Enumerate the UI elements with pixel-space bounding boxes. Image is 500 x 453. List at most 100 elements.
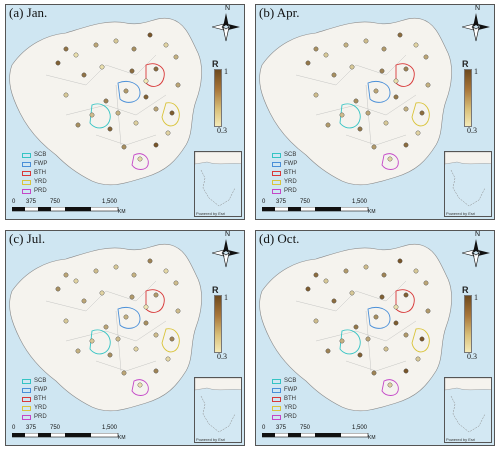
north-label: N — [224, 231, 230, 238]
bth-outline — [145, 63, 165, 87]
station-point — [305, 60, 311, 66]
station-point — [163, 42, 169, 48]
legend-swatch — [272, 379, 281, 384]
legend-label: FWP — [34, 387, 48, 393]
station-point — [147, 258, 153, 264]
legend-swatch — [272, 171, 281, 176]
yrd-outline — [161, 102, 180, 127]
legend-label: YRD — [34, 405, 47, 411]
station-point — [93, 268, 99, 274]
legend-swatch — [22, 153, 31, 158]
station-point — [121, 370, 127, 376]
station-point — [365, 336, 371, 342]
north-label: N — [474, 231, 480, 238]
station-point — [173, 54, 179, 60]
scale-tick: 750 — [300, 199, 311, 205]
station-point — [175, 82, 181, 88]
station-point — [403, 292, 409, 298]
scale-tick: 750 — [50, 199, 61, 205]
station-point — [313, 272, 319, 278]
legend-swatch — [22, 415, 31, 420]
station-point — [339, 338, 345, 344]
station-point — [379, 294, 385, 300]
legend-swatch — [22, 379, 31, 384]
legend-item-fwp: FWP — [22, 160, 47, 169]
legend-label: BTH — [34, 396, 46, 402]
legend-item-fwp: FWP — [22, 386, 47, 395]
scb-outline — [89, 103, 111, 129]
station-point — [133, 120, 139, 126]
legend-label: BTH — [34, 170, 46, 176]
station-point — [373, 314, 379, 320]
station-point — [103, 324, 109, 330]
station-point — [397, 32, 403, 38]
south-china-sea-inset — [444, 377, 492, 443]
station-point — [393, 320, 399, 326]
station-point — [371, 370, 377, 376]
station-point — [75, 348, 81, 354]
colorbar-title: R — [462, 285, 469, 295]
station-point — [129, 294, 135, 300]
station-point — [331, 72, 337, 78]
prd-outline — [381, 153, 399, 170]
north-arrow-icon — [212, 239, 240, 268]
colorbar-min-label: 0.3 — [467, 126, 477, 135]
scale-tick: 1,500 — [352, 425, 368, 431]
station-point — [115, 336, 121, 342]
station-point — [313, 318, 319, 324]
station-point — [153, 142, 159, 148]
station-points — [55, 32, 181, 162]
legend-item-scb: SCB — [22, 151, 47, 160]
scale-bar — [262, 207, 369, 212]
colorbar — [214, 295, 222, 353]
station-point — [425, 82, 431, 88]
scale-tick: 375 — [276, 199, 287, 205]
scale-tick: 0 — [12, 425, 16, 431]
legend-swatch — [272, 406, 281, 411]
station-point — [413, 42, 419, 48]
bth-outline — [395, 63, 415, 87]
legend-label: YRD — [284, 179, 297, 185]
station-point — [305, 286, 311, 292]
station-point — [403, 332, 409, 338]
station-point — [373, 88, 379, 94]
station-point — [387, 382, 393, 388]
station-point — [165, 356, 171, 362]
station-point — [63, 272, 69, 278]
station-point — [113, 264, 119, 270]
station-point — [169, 110, 175, 116]
china-map — [256, 5, 494, 219]
legend-label: SCB — [284, 152, 297, 158]
prd-outline — [131, 153, 149, 170]
legend-item-fwp: FWP — [272, 160, 297, 169]
province-borders — [45, 54, 167, 146]
scale-ticks: 0 375 750 1,500 — [12, 425, 132, 433]
station-point — [349, 64, 355, 70]
scale-tick: 750 — [300, 425, 311, 431]
station-point — [169, 336, 175, 342]
legend-item-bth: BTH — [22, 395, 47, 404]
legend-swatch — [272, 162, 281, 167]
panel-label: (c) Jul. — [9, 231, 46, 246]
station-point — [357, 126, 363, 132]
station-point — [73, 278, 79, 284]
legend-label: FWP — [34, 161, 48, 167]
south-china-sea-inset — [194, 377, 242, 443]
legend-label: PRD — [34, 188, 47, 194]
colorbar — [214, 69, 222, 127]
station-point — [365, 110, 371, 116]
legend-item-prd: PRD — [22, 187, 47, 196]
colorbar-title: R — [212, 285, 219, 295]
region-legend: SCB FWP BTH YRD PRD — [272, 377, 297, 422]
station-point — [107, 126, 113, 132]
legend-label: SCB — [284, 378, 297, 384]
station-points — [55, 258, 181, 388]
station-point — [163, 268, 169, 274]
station-point — [415, 130, 421, 136]
legend-item-scb: SCB — [22, 377, 47, 386]
station-point — [331, 298, 337, 304]
panel-label: (b) Apr. — [259, 5, 300, 20]
legend-item-prd: PRD — [22, 413, 47, 422]
legend-item-scb: SCB — [272, 377, 297, 386]
colorbar-max-label: 1 — [224, 67, 228, 76]
